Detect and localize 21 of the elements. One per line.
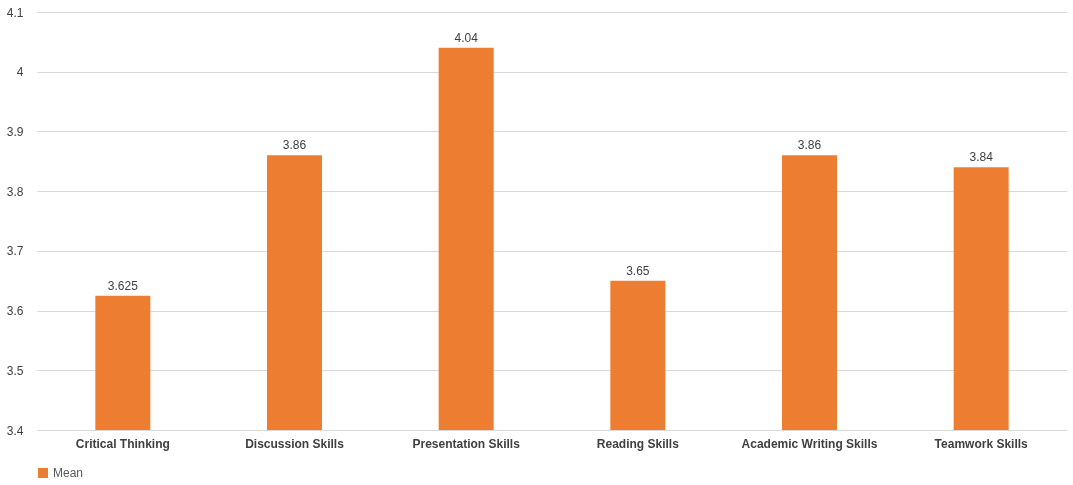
y-tick-label: 4.1 — [6, 5, 24, 20]
data-label: 3.65 — [626, 263, 650, 278]
data-label: 3.86 — [797, 138, 822, 153]
y-tick-label: 3.8 — [6, 184, 24, 199]
data-label: 3.84 — [969, 150, 994, 165]
y-tick-label: 3.4 — [6, 423, 24, 438]
x-tick-label: Critical Thinking — [75, 436, 170, 451]
data-label: 4.04 — [454, 30, 479, 45]
y-tick-label: 4 — [16, 65, 24, 80]
x-tick-label: Reading Skills — [596, 436, 680, 451]
x-tick-label: Teamwork Skills — [934, 436, 1029, 451]
y-tick-label: 3.5 — [6, 363, 24, 378]
x-tick-label: Presentation Skills — [412, 436, 521, 451]
x-tick-label: Discussion Skills — [245, 436, 345, 451]
data-label: 3.86 — [282, 138, 307, 153]
y-tick-label: 3.6 — [6, 304, 24, 319]
x-tick-label: Academic Writing Skills — [741, 436, 878, 451]
legend-label: Mean — [53, 466, 84, 480]
y-tick-label: 3.7 — [6, 244, 24, 259]
data-label: 3.625 — [107, 278, 139, 293]
y-tick-label: 3.9 — [6, 124, 24, 139]
